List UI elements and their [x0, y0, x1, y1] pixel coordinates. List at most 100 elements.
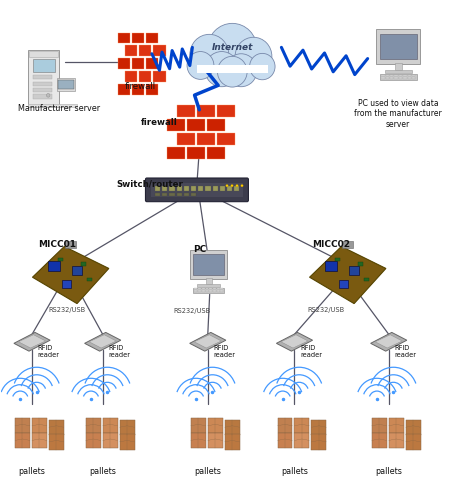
FancyBboxPatch shape [372, 433, 387, 448]
FancyBboxPatch shape [198, 289, 201, 290]
FancyBboxPatch shape [217, 290, 219, 291]
FancyBboxPatch shape [210, 290, 212, 291]
FancyBboxPatch shape [403, 75, 407, 76]
FancyBboxPatch shape [206, 289, 209, 290]
FancyBboxPatch shape [406, 419, 420, 435]
FancyBboxPatch shape [198, 292, 201, 293]
FancyBboxPatch shape [153, 71, 165, 82]
Text: firewall: firewall [125, 82, 156, 91]
Circle shape [241, 185, 243, 187]
FancyBboxPatch shape [15, 433, 30, 448]
Text: pallets: pallets [281, 467, 308, 476]
FancyBboxPatch shape [386, 75, 389, 76]
FancyBboxPatch shape [57, 78, 74, 91]
FancyBboxPatch shape [33, 59, 55, 73]
FancyBboxPatch shape [390, 75, 393, 76]
Text: Switch/router: Switch/router [117, 180, 184, 189]
FancyBboxPatch shape [29, 51, 58, 56]
FancyBboxPatch shape [176, 186, 182, 191]
Polygon shape [276, 332, 312, 351]
FancyBboxPatch shape [162, 193, 167, 196]
Polygon shape [375, 335, 402, 348]
FancyBboxPatch shape [394, 75, 398, 76]
Polygon shape [33, 246, 109, 303]
FancyBboxPatch shape [349, 267, 359, 275]
FancyBboxPatch shape [213, 290, 216, 291]
FancyBboxPatch shape [395, 63, 401, 70]
FancyBboxPatch shape [205, 186, 210, 191]
FancyBboxPatch shape [58, 81, 73, 89]
FancyBboxPatch shape [191, 186, 196, 191]
FancyBboxPatch shape [48, 261, 60, 271]
FancyBboxPatch shape [394, 78, 398, 80]
FancyBboxPatch shape [62, 280, 71, 288]
FancyBboxPatch shape [118, 32, 130, 43]
FancyBboxPatch shape [118, 84, 130, 95]
Text: Internet: Internet [211, 43, 253, 52]
FancyBboxPatch shape [146, 84, 158, 95]
FancyBboxPatch shape [412, 75, 415, 76]
FancyBboxPatch shape [220, 289, 223, 290]
Polygon shape [194, 335, 221, 348]
FancyBboxPatch shape [198, 186, 203, 191]
FancyBboxPatch shape [390, 78, 393, 80]
FancyBboxPatch shape [119, 419, 135, 435]
FancyBboxPatch shape [32, 433, 47, 448]
FancyBboxPatch shape [389, 433, 403, 448]
FancyBboxPatch shape [376, 29, 420, 64]
FancyBboxPatch shape [194, 289, 197, 290]
FancyBboxPatch shape [380, 74, 417, 81]
FancyBboxPatch shape [408, 78, 411, 80]
FancyBboxPatch shape [210, 292, 212, 293]
FancyBboxPatch shape [412, 77, 415, 78]
Circle shape [187, 52, 214, 80]
FancyBboxPatch shape [65, 241, 76, 247]
Circle shape [208, 24, 257, 75]
FancyBboxPatch shape [225, 419, 239, 435]
FancyBboxPatch shape [206, 278, 211, 284]
FancyBboxPatch shape [33, 75, 52, 80]
FancyBboxPatch shape [191, 433, 206, 448]
FancyBboxPatch shape [177, 105, 195, 116]
FancyBboxPatch shape [358, 262, 363, 266]
FancyBboxPatch shape [220, 290, 223, 291]
FancyBboxPatch shape [390, 77, 393, 78]
FancyBboxPatch shape [206, 290, 209, 291]
Circle shape [250, 54, 275, 80]
FancyBboxPatch shape [153, 45, 165, 56]
FancyBboxPatch shape [155, 186, 160, 191]
FancyBboxPatch shape [119, 434, 135, 450]
FancyBboxPatch shape [155, 193, 160, 196]
FancyBboxPatch shape [146, 58, 158, 69]
FancyBboxPatch shape [33, 88, 52, 92]
FancyBboxPatch shape [191, 418, 206, 434]
Polygon shape [310, 246, 386, 303]
Text: RFID
reader: RFID reader [300, 345, 322, 357]
FancyBboxPatch shape [234, 186, 239, 191]
FancyBboxPatch shape [103, 433, 118, 448]
FancyBboxPatch shape [213, 289, 216, 290]
FancyBboxPatch shape [311, 419, 326, 435]
FancyBboxPatch shape [194, 292, 197, 293]
Text: MICC02: MICC02 [312, 241, 350, 249]
Polygon shape [281, 335, 308, 348]
FancyBboxPatch shape [399, 78, 402, 80]
FancyBboxPatch shape [167, 147, 185, 159]
FancyBboxPatch shape [139, 71, 151, 82]
Circle shape [218, 56, 247, 87]
FancyBboxPatch shape [176, 193, 182, 196]
FancyBboxPatch shape [146, 32, 158, 43]
FancyBboxPatch shape [118, 58, 130, 69]
FancyBboxPatch shape [167, 119, 185, 131]
FancyBboxPatch shape [294, 418, 310, 434]
Text: RFID
reader: RFID reader [109, 345, 130, 357]
FancyBboxPatch shape [187, 147, 205, 159]
FancyBboxPatch shape [193, 254, 224, 275]
FancyBboxPatch shape [386, 77, 389, 78]
FancyBboxPatch shape [208, 119, 225, 131]
Circle shape [236, 185, 238, 187]
Text: Manufacturer server: Manufacturer server [18, 104, 100, 113]
FancyBboxPatch shape [202, 290, 205, 291]
FancyBboxPatch shape [132, 84, 145, 95]
FancyBboxPatch shape [151, 183, 243, 197]
